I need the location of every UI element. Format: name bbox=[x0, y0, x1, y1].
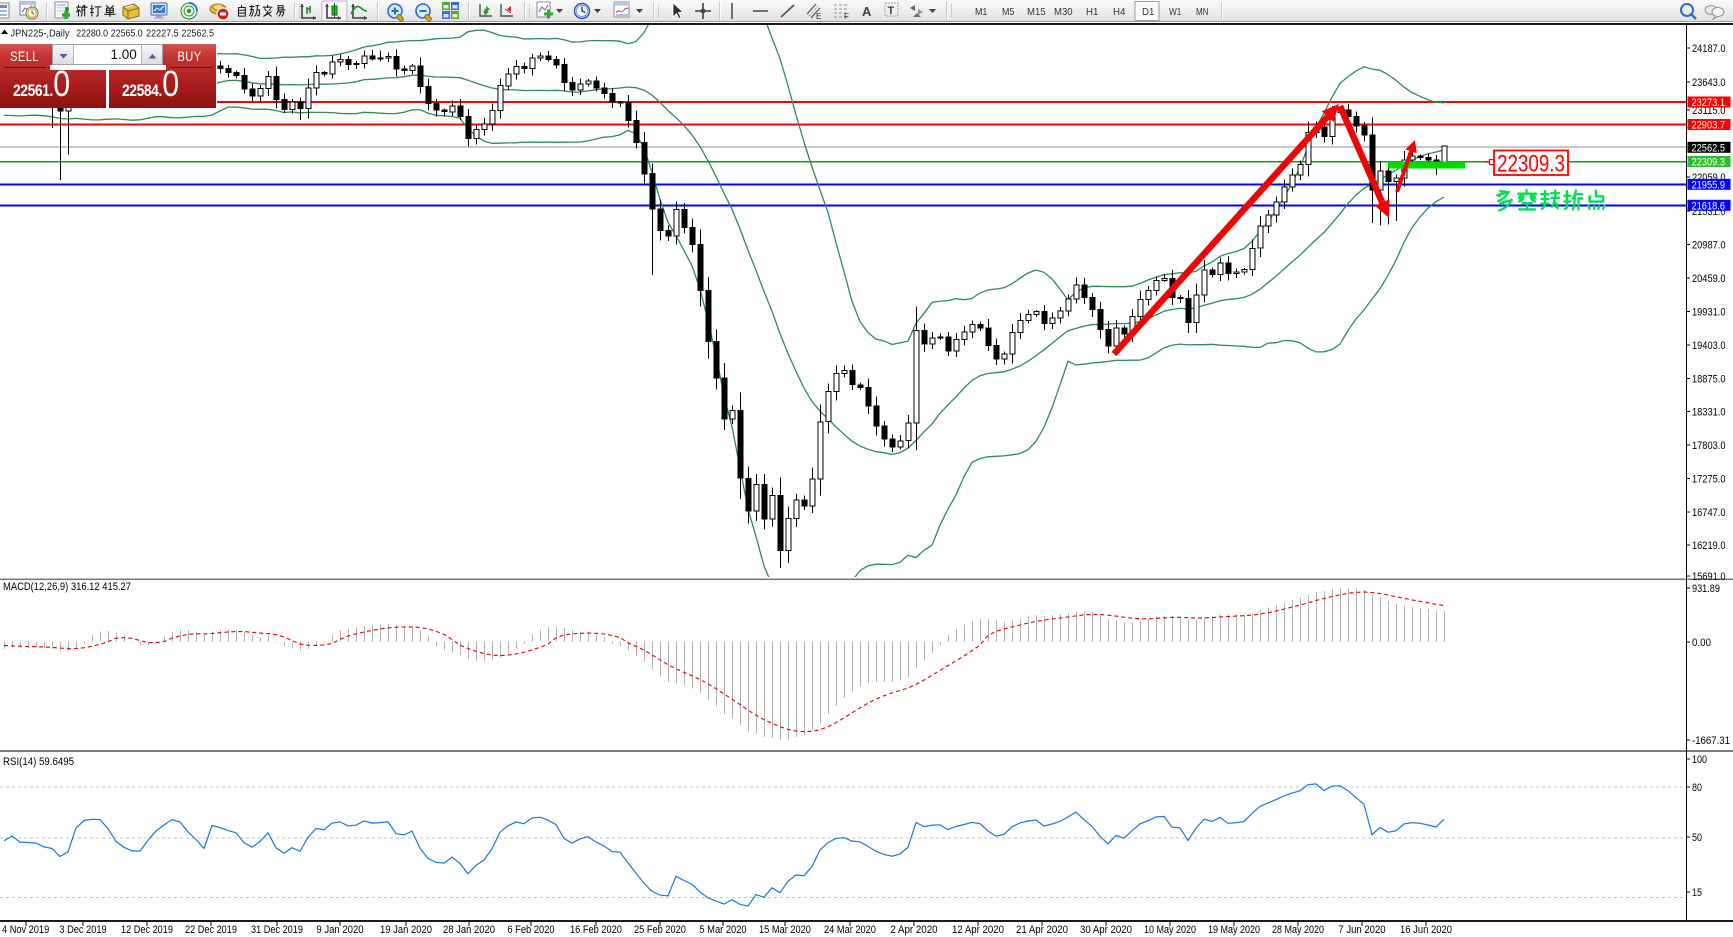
svg-text:31 Dec 2019: 31 Dec 2019 bbox=[251, 924, 303, 936]
svg-text:MN: MN bbox=[1196, 6, 1208, 18]
svg-text:18875.0: 18875.0 bbox=[1692, 374, 1726, 386]
svg-text:22565.0: 22565.0 bbox=[111, 28, 143, 40]
svg-text:2 Apr 2020: 2 Apr 2020 bbox=[890, 924, 937, 936]
svg-text:A: A bbox=[862, 4, 872, 19]
svg-text:-1667.31: -1667.31 bbox=[1692, 735, 1730, 747]
svg-text:17275.0: 17275.0 bbox=[1692, 474, 1726, 486]
svg-text:28 Jan 2020: 28 Jan 2020 bbox=[443, 924, 495, 936]
svg-text:M15: M15 bbox=[1027, 6, 1046, 18]
svg-text:100: 100 bbox=[1692, 754, 1707, 766]
svg-text:M1: M1 bbox=[975, 6, 988, 18]
svg-text:4 Nov 2019: 4 Nov 2019 bbox=[2, 924, 49, 936]
svg-text:25 Feb 2020: 25 Feb 2020 bbox=[634, 924, 686, 936]
svg-text:12 Apr 2020: 12 Apr 2020 bbox=[952, 924, 1004, 936]
svg-text:22309.3: 22309.3 bbox=[1497, 151, 1565, 178]
svg-text:22280.0: 22280.0 bbox=[76, 28, 108, 40]
svg-text:22227.5: 22227.5 bbox=[146, 28, 179, 40]
svg-text:23273.1: 23273.1 bbox=[1692, 97, 1726, 109]
svg-text:6 Feb 2020: 6 Feb 2020 bbox=[507, 924, 554, 936]
svg-text:50: 50 bbox=[1692, 832, 1702, 844]
svg-text:T: T bbox=[888, 5, 895, 17]
svg-text:30 Apr 2020: 30 Apr 2020 bbox=[1080, 924, 1132, 936]
svg-text:19 Jan 2020: 19 Jan 2020 bbox=[380, 924, 432, 936]
svg-text:19 May 2020: 19 May 2020 bbox=[1208, 924, 1260, 936]
svg-text:9 Jan 2020: 9 Jan 2020 bbox=[316, 924, 363, 936]
svg-text:21 Apr 2020: 21 Apr 2020 bbox=[1016, 924, 1068, 936]
svg-text:M30: M30 bbox=[1054, 6, 1073, 18]
svg-text:15 Mar 2020: 15 Mar 2020 bbox=[759, 924, 811, 936]
svg-text:16 Feb 2020: 16 Feb 2020 bbox=[570, 924, 622, 936]
svg-text:24 Mar 2020: 24 Mar 2020 bbox=[824, 924, 876, 936]
svg-text:20987.0: 20987.0 bbox=[1692, 240, 1726, 252]
svg-text:H4: H4 bbox=[1113, 6, 1126, 18]
svg-text:M5: M5 bbox=[1002, 6, 1015, 18]
svg-text:D1: D1 bbox=[1142, 6, 1155, 18]
svg-text:23115.0: 23115.0 bbox=[1692, 105, 1726, 117]
svg-text:24187.0: 24187.0 bbox=[1692, 43, 1726, 55]
svg-text:19931.0: 19931.0 bbox=[1692, 307, 1726, 319]
svg-text:0.00: 0.00 bbox=[1692, 637, 1711, 649]
svg-text:22562.5: 22562.5 bbox=[181, 28, 214, 40]
svg-text:RSI(14) 59.6495: RSI(14) 59.6495 bbox=[3, 756, 74, 768]
svg-text:10 May 2020: 10 May 2020 bbox=[1144, 924, 1196, 936]
svg-text:7 Jun 2020: 7 Jun 2020 bbox=[1338, 924, 1385, 936]
svg-text:22309.3: 22309.3 bbox=[1692, 157, 1726, 169]
svg-text:22562.5: 22562.5 bbox=[1692, 143, 1726, 155]
svg-text:F: F bbox=[844, 12, 849, 21]
svg-text:80: 80 bbox=[1692, 782, 1702, 794]
svg-text:15691.0: 15691.0 bbox=[1692, 571, 1726, 583]
svg-text:18331.0: 18331.0 bbox=[1692, 407, 1726, 419]
svg-text:15: 15 bbox=[1692, 887, 1702, 899]
svg-text:5 Mar 2020: 5 Mar 2020 bbox=[699, 924, 746, 936]
svg-text:19403.0: 19403.0 bbox=[1692, 340, 1726, 352]
svg-text:JPN225-,Daily: JPN225-,Daily bbox=[11, 28, 71, 40]
svg-text:E: E bbox=[816, 12, 821, 21]
svg-text:931.89: 931.89 bbox=[1692, 583, 1720, 595]
svg-text:22903.7: 22903.7 bbox=[1692, 120, 1726, 132]
svg-text:MACD(12,26,9) 316.12 415.27: MACD(12,26,9) 316.12 415.27 bbox=[3, 581, 131, 593]
svg-text:21955.9: 21955.9 bbox=[1692, 180, 1726, 192]
svg-text:3 Dec 2019: 3 Dec 2019 bbox=[59, 924, 106, 936]
svg-text:22 Dec 2019: 22 Dec 2019 bbox=[185, 924, 237, 936]
svg-text:23643.0: 23643.0 bbox=[1692, 77, 1726, 89]
svg-text:12 Dec 2019: 12 Dec 2019 bbox=[121, 924, 173, 936]
svg-text:28 May 2020: 28 May 2020 bbox=[1272, 924, 1324, 936]
svg-text:16219.0: 16219.0 bbox=[1692, 540, 1726, 552]
svg-text:16747.0: 16747.0 bbox=[1692, 507, 1726, 519]
svg-text:H1: H1 bbox=[1086, 6, 1099, 18]
svg-text:16 Jun 2020: 16 Jun 2020 bbox=[1400, 924, 1452, 936]
svg-text:W1: W1 bbox=[1169, 6, 1182, 18]
svg-text:17803.0: 17803.0 bbox=[1692, 440, 1726, 452]
svg-text:21618.6: 21618.6 bbox=[1692, 201, 1726, 213]
svg-text:20459.0: 20459.0 bbox=[1692, 273, 1726, 285]
